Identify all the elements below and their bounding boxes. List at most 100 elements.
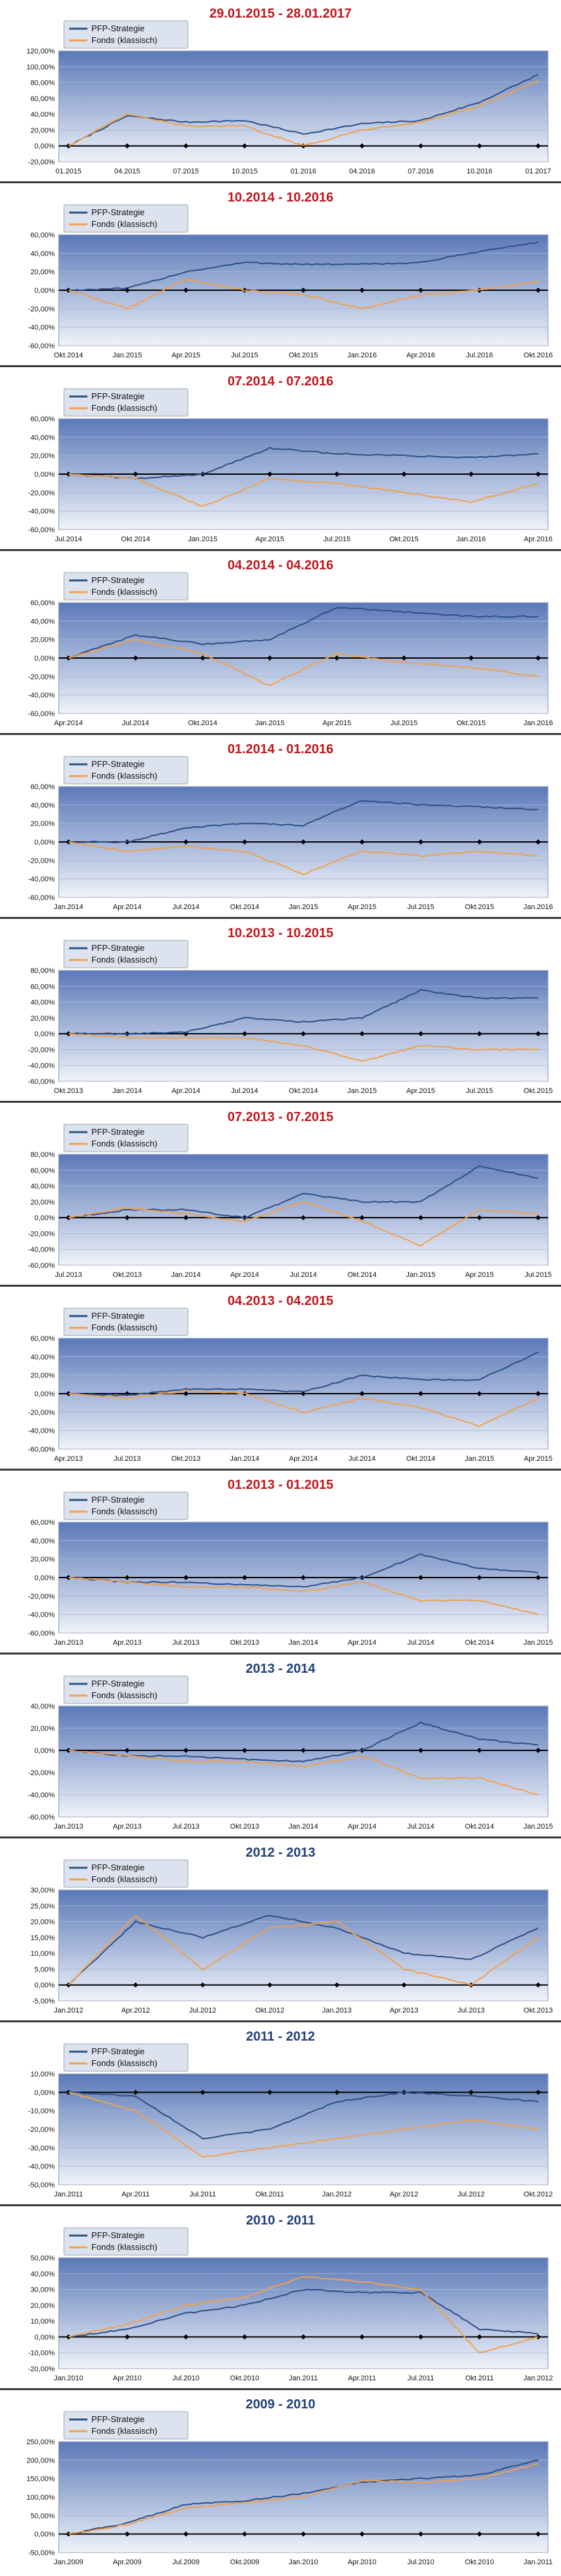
x-tick-label: Okt.2015 xyxy=(465,903,494,911)
y-tick-label: -20,00% xyxy=(28,1409,55,1416)
x-tick-label: Jan.2015 xyxy=(523,1639,553,1647)
y-tick-label: -10,00% xyxy=(28,2108,55,2116)
zero-marker xyxy=(359,1215,365,1221)
y-tick-label: 40,00% xyxy=(31,1353,55,1361)
zero-marker xyxy=(125,1215,130,1221)
x-tick-label: Apr.2015 xyxy=(465,1271,494,1279)
zero-marker xyxy=(536,472,541,477)
fonds-line xyxy=(68,1577,539,1615)
y-tick-label: 250,00% xyxy=(27,2438,55,2446)
x-tick-label: Apr.2013 xyxy=(389,2007,418,2014)
x-tick-label: Jan.2015 xyxy=(112,352,142,359)
legend-box xyxy=(63,2227,189,2256)
chart-panel: 2010 - 2011 50,00% 40,00% 30,00% 20,00% 10,00… xyxy=(0,2207,561,2391)
legend-box xyxy=(63,1124,189,1152)
y-tick-label: -60,00% xyxy=(28,1078,55,1086)
chart-svg: 10,00% 0,00% -10,00% -20,00% -30,00% -40,00% -… xyxy=(28,2043,553,2198)
fonds-line xyxy=(68,1915,539,1986)
x-tick-label: Apr.2015 xyxy=(256,535,284,543)
chart-svg: 60,00% 40,00% 20,00% 0,00% -20,00% -40,00% -60… xyxy=(28,1491,553,1647)
y-tick-label: 0,00% xyxy=(35,143,55,151)
x-tick-label: Jul.2015 xyxy=(524,1271,552,1279)
zero-marker xyxy=(418,288,423,293)
zero-marker xyxy=(301,1391,306,1396)
x-tick-label: Jul.2014 xyxy=(231,1087,258,1095)
y-tick-label: 10,00% xyxy=(31,2071,55,2078)
legend-fonds-label: Fonds (klassisch) xyxy=(91,35,157,45)
x-tick-label: Jul.2015 xyxy=(390,719,417,727)
x-tick-label: Okt.2015 xyxy=(389,535,419,543)
panel-separator xyxy=(0,1653,561,1655)
x-tick-label: Okt.2014 xyxy=(54,352,83,359)
x-tick-label: Jan.2015 xyxy=(523,1823,553,1831)
chart-svg: 40,00% 20,00% 0,00% -20,00% -40,00% -60,00% Ja… xyxy=(28,1675,553,1831)
zero-marker xyxy=(125,288,130,293)
y-tick-label: 60,00% xyxy=(31,783,55,791)
y-tick-label: -50,00% xyxy=(28,2181,55,2189)
y-tick-label: 20,00% xyxy=(31,637,55,644)
zero-marker xyxy=(418,1031,423,1037)
chart-svg: 60,00% 40,00% 20,00% 0,00% -20,00% -40,00% -60… xyxy=(28,572,553,727)
chart-panel: 2012 - 2013 30,00% 25,00% 20,00% 15,00% 10,00… xyxy=(0,1839,561,2023)
pfp-strategie-line xyxy=(68,989,539,1036)
x-tick-label: Jul.2013 xyxy=(55,1271,82,1279)
x-tick-label: Jul.2015 xyxy=(324,535,351,543)
x-tick-label: Okt.2013 xyxy=(113,1271,142,1279)
x-tick-label: Apr.2015 xyxy=(322,719,351,727)
zero-marker xyxy=(200,1982,205,1988)
chart-svg: 60,00% 40,00% 20,00% 0,00% -20,00% -40,00% -60… xyxy=(28,204,553,359)
zero-marker xyxy=(418,1748,423,1753)
plot-area xyxy=(58,970,549,1082)
y-tick-label: -40,00% xyxy=(28,876,55,884)
y-tick-label: 0,00% xyxy=(35,2531,55,2539)
chart-panel: 04.2014 - 04.2016 60,00% 40,00% 20,00% 0,00%… xyxy=(0,552,561,736)
panel-separator xyxy=(0,1836,561,1838)
panel-separator xyxy=(0,2020,561,2022)
legend-box xyxy=(63,756,189,785)
y-tick-label: 10,00% xyxy=(31,2318,55,2326)
legend-pfp-label: PFP-Strategie xyxy=(91,23,145,33)
legend-pfp-label: PFP-Strategie xyxy=(91,391,145,401)
y-tick-label: 20,00% xyxy=(31,453,55,460)
fonds-line xyxy=(68,1033,539,1062)
y-tick-label: 10,00% xyxy=(31,1950,55,1958)
y-tick-label: 40,00% xyxy=(31,1537,55,1545)
y-tick-label: 0,00% xyxy=(35,1030,55,1038)
y-tick-label: -20,00% xyxy=(28,2365,55,2373)
x-tick-label: Okt.2014 xyxy=(348,1271,377,1279)
legend-pfp-label: PFP-Strategie xyxy=(91,207,145,217)
x-tick-label: 01.2016 xyxy=(290,168,316,175)
zero-marker xyxy=(301,839,306,845)
x-tick-label: 01.2015 xyxy=(55,168,82,175)
x-tick-label: Apr.2014 xyxy=(113,903,142,911)
chart-title: 2013 - 2014 xyxy=(245,1662,316,1676)
zero-marker xyxy=(468,472,474,477)
y-tick-label: -60,00% xyxy=(28,710,55,718)
y-tick-label: -60,00% xyxy=(28,894,55,902)
x-tick-label: Jul.2012 xyxy=(457,2191,485,2198)
x-tick-label: 01.2017 xyxy=(525,168,551,175)
x-tick-label: Apr.2014 xyxy=(172,1087,200,1095)
zero-marker xyxy=(125,1575,130,1580)
chart-svg: 60,00% 40,00% 20,00% 0,00% -20,00% -40,00% -60… xyxy=(28,388,553,543)
y-tick-label: -40,00% xyxy=(28,2163,55,2171)
x-tick-label: Jan.2015 xyxy=(255,719,284,727)
chart-panel: 01.2013 - 01.2015 60,00% 40,00% 20,00% 0,00%… xyxy=(0,1471,561,1655)
zero-marker xyxy=(132,2089,138,2095)
pfp-strategie-line xyxy=(68,1553,539,1588)
x-tick-label: Jul.2014 xyxy=(348,1455,376,1463)
x-tick-label: 07.2016 xyxy=(408,168,434,175)
x-tick-label: Jan.2012 xyxy=(322,2191,352,2198)
zero-marker xyxy=(267,655,273,661)
x-tick-label: Jan.2012 xyxy=(53,2007,83,2014)
y-tick-label: 200,00% xyxy=(27,2457,55,2464)
y-tick-label: 0,00% xyxy=(35,2333,55,2341)
y-tick-label: 50,00% xyxy=(31,2254,55,2262)
x-tick-label: Okt.2010 xyxy=(230,2374,260,2382)
zero-marker xyxy=(418,143,423,149)
y-tick-label: -20,00% xyxy=(28,1230,55,1238)
x-tick-label: Jan.2009 xyxy=(53,2558,83,2566)
x-tick-label: Okt.2012 xyxy=(255,2007,284,2014)
zero-marker xyxy=(359,143,365,149)
x-tick-label: Jan.2014 xyxy=(112,1087,142,1095)
